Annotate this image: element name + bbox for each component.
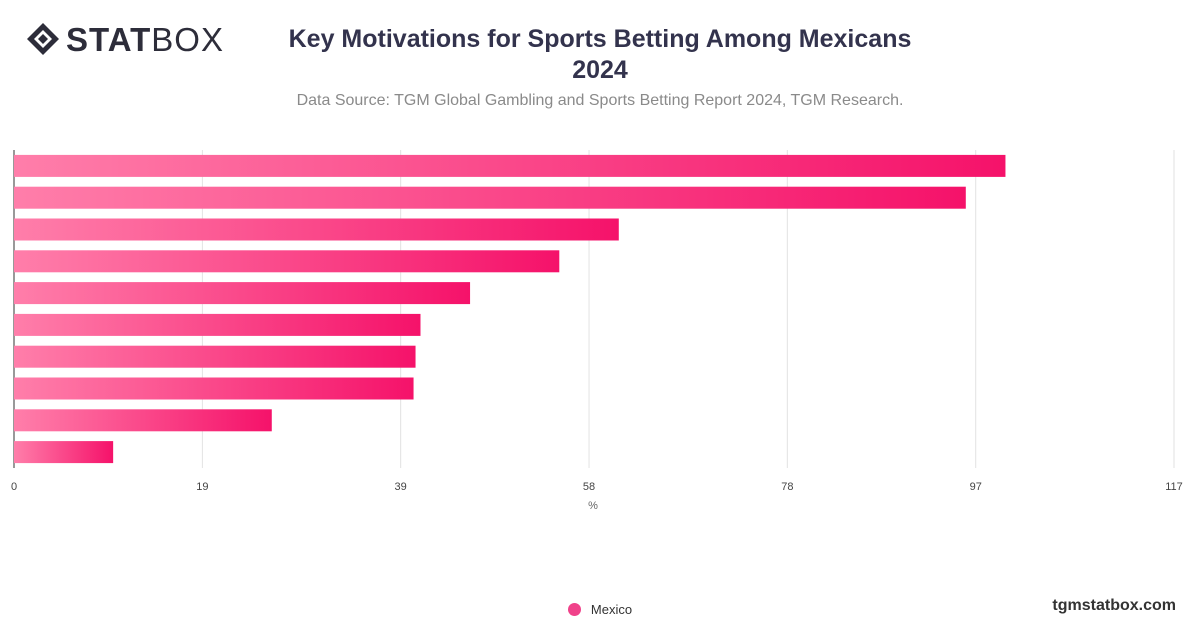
chart-subtitle: Data Source: TGM Global Gambling and Spo… [296,92,904,109]
x-tick-label: 0 [11,481,17,493]
legend-label-mexico[interactable]: Mexico [590,602,633,617]
chart-title-line2: 2024 [572,56,628,84]
bars [14,154,1006,464]
site-url: tgmstatbox.com [1052,597,1176,614]
diamond-logo-icon [27,23,59,55]
x-tick-label: 19 [196,481,208,493]
bar-mexico[interactable] [14,345,416,368]
legend-marker-mexico[interactable] [567,603,581,616]
x-tick-label: 58 [583,481,595,493]
bar-mexico[interactable] [14,441,114,464]
bar-mexico[interactable] [14,186,966,209]
logo-text: STATBOX [66,23,224,56]
bar-mexico[interactable] [14,313,421,336]
bar-mexico[interactable] [14,282,471,305]
x-tick-label: 97 [970,481,982,493]
x-tick-label: 39 [395,481,407,493]
statbox-logo: STATBOX [26,22,224,56]
bar-mexico[interactable] [14,250,560,273]
chart-title: Key Motivations for Sports Betting Among… [0,24,1200,86]
legend: Mexico [0,602,1200,617]
logo-stat: STAT [66,20,152,58]
logo-box: BOX [151,20,224,58]
bar-mexico[interactable] [14,409,272,432]
bar-mexico[interactable] [14,218,619,241]
x-axis-label: % [588,500,598,512]
x-axis-ticks: 0 19 39 58 78 97 117 [11,481,1183,493]
bar-mexico[interactable] [14,377,414,400]
x-tick-label: 117 [1165,481,1183,493]
x-tick-label: 78 [781,481,793,493]
chart-title-line1: Key Motivations for Sports Betting Among… [288,25,912,53]
bar-mexico[interactable] [14,154,1006,177]
